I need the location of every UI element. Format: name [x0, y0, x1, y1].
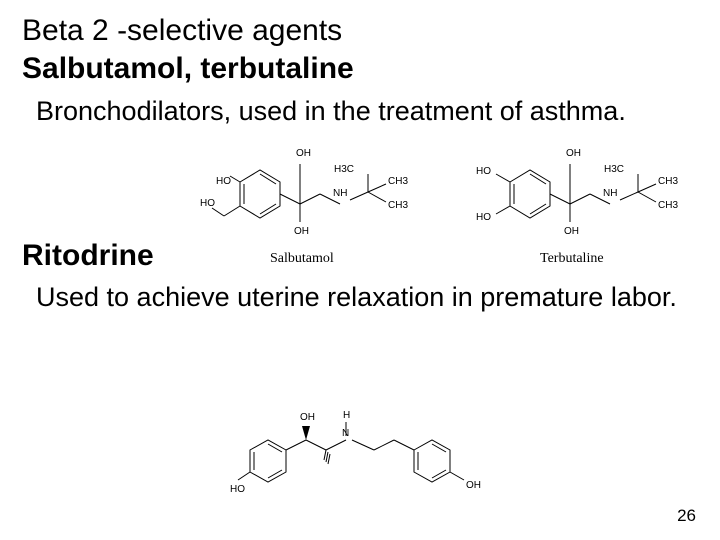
- salb-label-nh: NH: [333, 188, 347, 199]
- page-number: 26: [677, 506, 696, 526]
- terbutaline-caption: Terbutaline: [540, 251, 604, 266]
- slide: Beta 2 -selective agents Salbutamol, ter…: [0, 0, 720, 540]
- chem-structures-row: HO HO OH NH H3C CH3: [200, 142, 700, 282]
- terb-label-nh: NH: [603, 188, 617, 199]
- rito-label-oh1: OH: [300, 412, 315, 423]
- terb-label-ho2: HO: [476, 212, 491, 223]
- section1-body: Bronchodilators, used in the treatment o…: [36, 95, 698, 127]
- salb-label-ho1: HO: [216, 176, 231, 187]
- section2-body: Used to achieve uterine relaxation in pr…: [36, 281, 698, 313]
- terb-label-ch3a: CH3: [658, 176, 678, 187]
- salb-label-ho2: HO: [200, 198, 215, 209]
- salb-label-oh1: OH: [296, 148, 311, 159]
- salb-label-h3c: H3C: [334, 164, 354, 175]
- rito-label-ho: HO: [230, 484, 245, 495]
- terb-label-oh1: OH: [566, 148, 581, 159]
- rito-label-h: H: [343, 410, 350, 421]
- heading-line2: Salbutamol, terbutaline: [22, 50, 698, 88]
- salb-label-ch3b: CH3: [388, 200, 408, 211]
- terb-label-ch3b: CH3: [658, 200, 678, 211]
- salbutamol-caption: Salbutamol: [270, 251, 334, 266]
- terb-label-oh2: OH: [564, 226, 579, 237]
- ritodrine-structure: HO OH N H OH: [230, 396, 540, 516]
- salb-label-ch3a: CH3: [388, 176, 408, 187]
- heading-line1: Beta 2 -selective agents: [22, 12, 698, 50]
- rito-label-oh2: OH: [466, 480, 481, 491]
- terb-label-h3c: H3C: [604, 164, 624, 175]
- terb-label-ho1: HO: [476, 166, 491, 177]
- salb-label-oh2: OH: [294, 226, 309, 237]
